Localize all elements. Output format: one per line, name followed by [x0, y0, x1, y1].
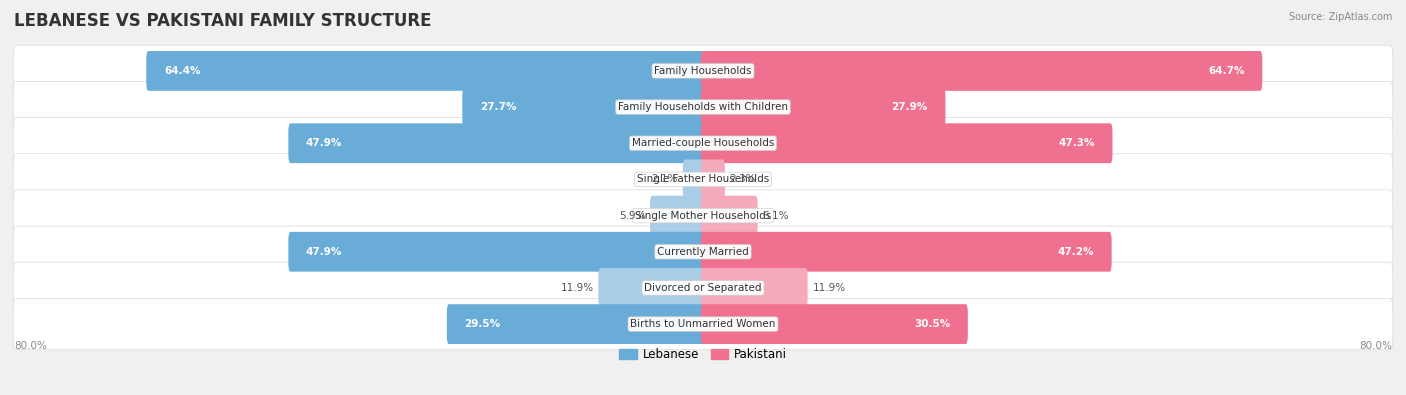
Text: 5.9%: 5.9% [619, 211, 645, 220]
Text: 30.5%: 30.5% [914, 319, 950, 329]
FancyBboxPatch shape [463, 87, 706, 127]
FancyBboxPatch shape [146, 51, 706, 91]
FancyBboxPatch shape [13, 190, 1393, 241]
Text: 47.9%: 47.9% [307, 247, 343, 257]
Text: 27.9%: 27.9% [891, 102, 928, 112]
FancyBboxPatch shape [13, 154, 1393, 205]
Text: 80.0%: 80.0% [14, 341, 46, 351]
FancyBboxPatch shape [700, 268, 807, 308]
Text: 27.7%: 27.7% [479, 102, 516, 112]
FancyBboxPatch shape [700, 51, 1263, 91]
Text: Source: ZipAtlas.com: Source: ZipAtlas.com [1288, 12, 1392, 22]
Text: Family Households: Family Households [654, 66, 752, 76]
Text: 80.0%: 80.0% [1360, 341, 1392, 351]
Text: 29.5%: 29.5% [464, 319, 501, 329]
FancyBboxPatch shape [599, 268, 706, 308]
FancyBboxPatch shape [13, 45, 1393, 97]
Legend: Lebanese, Pakistani: Lebanese, Pakistani [614, 343, 792, 366]
Text: 47.2%: 47.2% [1057, 247, 1094, 257]
FancyBboxPatch shape [700, 123, 1112, 163]
FancyBboxPatch shape [13, 118, 1393, 169]
Text: 47.9%: 47.9% [307, 138, 343, 148]
Text: 64.4%: 64.4% [165, 66, 201, 76]
Text: Single Mother Households: Single Mother Households [636, 211, 770, 220]
FancyBboxPatch shape [447, 304, 706, 344]
Text: Family Households with Children: Family Households with Children [619, 102, 787, 112]
Text: 11.9%: 11.9% [561, 283, 593, 293]
FancyBboxPatch shape [700, 304, 967, 344]
Text: 2.1%: 2.1% [651, 175, 678, 184]
FancyBboxPatch shape [700, 87, 945, 127]
Text: 11.9%: 11.9% [813, 283, 845, 293]
FancyBboxPatch shape [13, 226, 1393, 277]
Text: 2.3%: 2.3% [730, 175, 756, 184]
Text: Single Father Households: Single Father Households [637, 175, 769, 184]
Text: LEBANESE VS PAKISTANI FAMILY STRUCTURE: LEBANESE VS PAKISTANI FAMILY STRUCTURE [14, 12, 432, 30]
FancyBboxPatch shape [13, 262, 1393, 314]
FancyBboxPatch shape [700, 196, 758, 235]
FancyBboxPatch shape [13, 81, 1393, 133]
FancyBboxPatch shape [13, 298, 1393, 350]
FancyBboxPatch shape [700, 160, 725, 199]
FancyBboxPatch shape [650, 196, 706, 235]
Text: Married-couple Households: Married-couple Households [631, 138, 775, 148]
Text: 47.3%: 47.3% [1059, 138, 1095, 148]
Text: Divorced or Separated: Divorced or Separated [644, 283, 762, 293]
Text: 64.7%: 64.7% [1208, 66, 1244, 76]
Text: Currently Married: Currently Married [657, 247, 749, 257]
Text: 6.1%: 6.1% [762, 211, 789, 220]
Text: Births to Unmarried Women: Births to Unmarried Women [630, 319, 776, 329]
FancyBboxPatch shape [700, 232, 1112, 272]
FancyBboxPatch shape [288, 123, 706, 163]
FancyBboxPatch shape [683, 160, 706, 199]
FancyBboxPatch shape [288, 232, 706, 272]
